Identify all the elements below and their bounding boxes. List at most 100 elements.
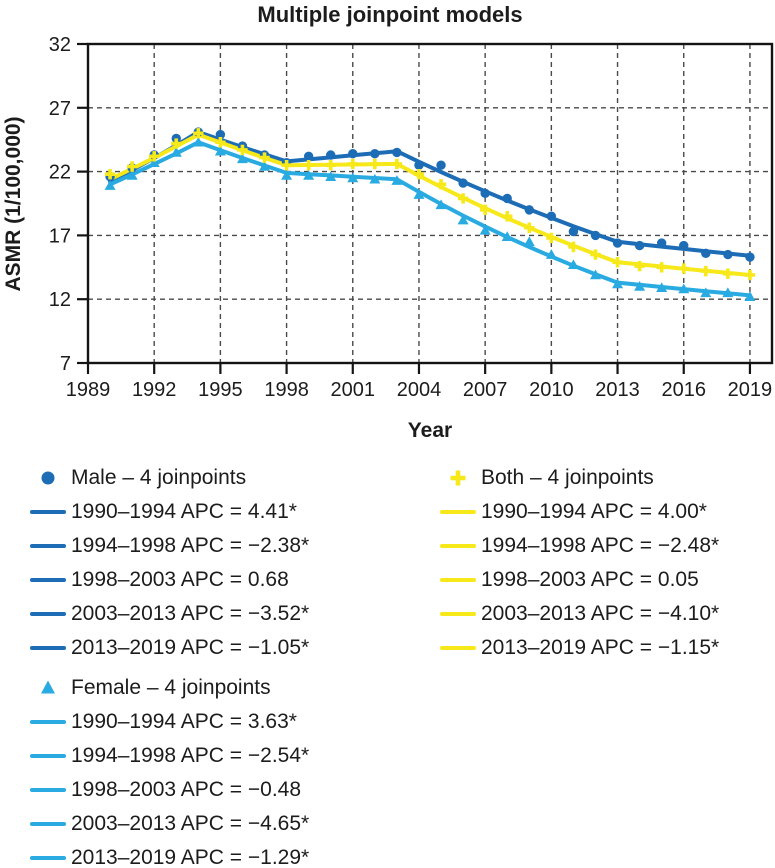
y-tick-label: 32 — [49, 34, 71, 56]
both-apc-row-3: 2003–2013 APC = −4.10* — [435, 597, 719, 631]
both-point-marker — [435, 179, 447, 190]
x-tick-label: 2016 — [661, 379, 706, 401]
x-tick-label: 2004 — [397, 379, 442, 401]
plot-frame — [86, 42, 774, 365]
y-tick-label: 27 — [49, 98, 71, 120]
male-line-swatch — [25, 508, 71, 516]
male-point-marker — [568, 226, 579, 237]
female-point-marker — [722, 287, 734, 298]
male-point-marker — [303, 151, 314, 161]
male-apc-row-4: 2013–2019 APC = −1.05* — [25, 631, 309, 665]
female-point-marker — [104, 180, 116, 190]
both-legend-header: Both – 4 joinpoints — [435, 461, 719, 495]
both-marker-swatch — [435, 467, 481, 489]
both-point-marker — [744, 269, 756, 281]
female-line-swatch — [25, 752, 71, 760]
female-apc-label: 1998–2003 APC = −0.48 — [71, 778, 302, 801]
female-trend-line — [108, 140, 752, 298]
both-legend-line-icon — [440, 510, 476, 514]
both-point-marker — [479, 204, 491, 216]
both-apc-row-0: 1990–1994 APC = 4.00* — [435, 495, 719, 529]
x-tick-label: 1995 — [198, 379, 243, 401]
male-legend-line-icon — [30, 544, 66, 548]
male-point-marker — [502, 193, 512, 204]
female-apc-label: 2013–2019 APC = −1.29* — [71, 846, 310, 868]
male-legend-line-icon — [30, 646, 66, 650]
female-point-marker — [325, 171, 337, 182]
both-point-marker — [369, 158, 381, 170]
female-point-marker — [678, 283, 690, 294]
female-point-marker — [413, 189, 425, 199]
data-series — [104, 127, 756, 301]
female-point-marker — [236, 153, 248, 164]
female-legend-line-icon — [30, 822, 66, 826]
both-legend-line-icon — [440, 578, 476, 582]
legend-column-left: Male – 4 joinpoints 1990–1994 APC = 4.41*… — [25, 461, 309, 868]
male-apc-label: 1994–1998 APC = −2.38* — [71, 534, 310, 557]
female-legend-line-icon — [30, 856, 66, 860]
both-apc-label: 1998–2003 APC = 0.05 — [481, 568, 699, 591]
both-point-marker — [656, 262, 667, 273]
female-point-marker — [479, 224, 491, 235]
x-tick-label: 2010 — [529, 379, 574, 401]
male-line-swatch — [25, 610, 71, 618]
both-apc-label: 2003–2013 APC = −4.10* — [481, 602, 720, 625]
male-point-marker — [348, 149, 358, 159]
both-point-marker — [281, 160, 292, 171]
male-legend-marker-icon — [41, 471, 55, 485]
male-point-marker — [524, 205, 534, 215]
male-point-marker — [590, 230, 601, 241]
male-point-marker — [370, 149, 380, 159]
both-point-marker — [126, 161, 138, 172]
female-apc-row-2: 1998–2003 APC = −0.48 — [25, 773, 309, 807]
male-legend-line-icon — [30, 578, 66, 582]
both-line-swatch — [435, 576, 481, 584]
male-apc-label: 2003–2013 APC = −3.52* — [71, 602, 310, 625]
male-point-marker — [546, 211, 557, 221]
female-apc-label: 2003–2013 APC = −4.65* — [71, 812, 310, 835]
female-point-marker — [192, 136, 204, 147]
female-point-marker — [523, 236, 535, 247]
male-line-swatch — [25, 644, 71, 652]
female-point-marker — [435, 199, 447, 210]
female-point-marker — [126, 170, 138, 180]
female-legend-line-icon — [30, 788, 66, 792]
male-apc-label: 1998–2003 APC = 0.68 — [71, 568, 289, 591]
both-point-marker — [722, 268, 734, 279]
y-tick-label: 22 — [49, 162, 71, 184]
both-marker-glyph — [450, 470, 466, 486]
male-legend-title: Male – 4 joinpoints — [71, 466, 247, 489]
female-point-marker — [589, 269, 601, 280]
both-point-marker — [148, 151, 160, 162]
male-point-marker — [679, 240, 689, 251]
legend-column-right: Both – 4 joinpoints 1990–1994 APC = 4.00*… — [435, 461, 719, 665]
both-point-marker — [524, 222, 535, 233]
male-point-marker — [480, 188, 490, 198]
both-apc-row-2: 1998–2003 APC = 0.05 — [435, 563, 719, 597]
gridlines — [88, 44, 772, 363]
x-tick-label: 2001 — [331, 379, 376, 401]
female-apc-row-1: 1994–1998 APC = −2.54* — [25, 739, 309, 773]
male-point-marker — [215, 129, 226, 140]
male-point-marker — [701, 248, 711, 258]
both-legend-marker-icon — [450, 470, 466, 486]
both-legend-line-icon — [440, 544, 476, 548]
both-point-marker — [104, 168, 116, 180]
female-legend-line-icon — [30, 754, 66, 758]
both-apc-label: 2013–2019 APC = −1.15* — [481, 636, 720, 659]
both-point-marker — [590, 249, 601, 260]
female-legend-title: Female – 4 joinpoints — [71, 676, 271, 699]
female-marker-swatch — [25, 677, 71, 699]
male-apc-row-2: 1998–2003 APC = 0.68 — [25, 563, 309, 597]
male-legend-line-icon — [30, 612, 66, 616]
female-point-marker — [567, 259, 579, 270]
x-tick-label: 2019 — [728, 379, 773, 401]
both-point-marker — [678, 263, 689, 274]
both-trend-line — [108, 132, 752, 277]
male-apc-label: 1990–1994 APC = 4.41* — [71, 500, 297, 523]
both-apc-label: 1990–1994 APC = 4.00* — [481, 500, 707, 523]
female-legend-marker-icon — [41, 680, 55, 694]
female-apc-label: 1990–1994 APC = 3.63* — [71, 710, 297, 733]
male-point-marker — [326, 150, 336, 160]
female-point-marker — [457, 214, 469, 225]
